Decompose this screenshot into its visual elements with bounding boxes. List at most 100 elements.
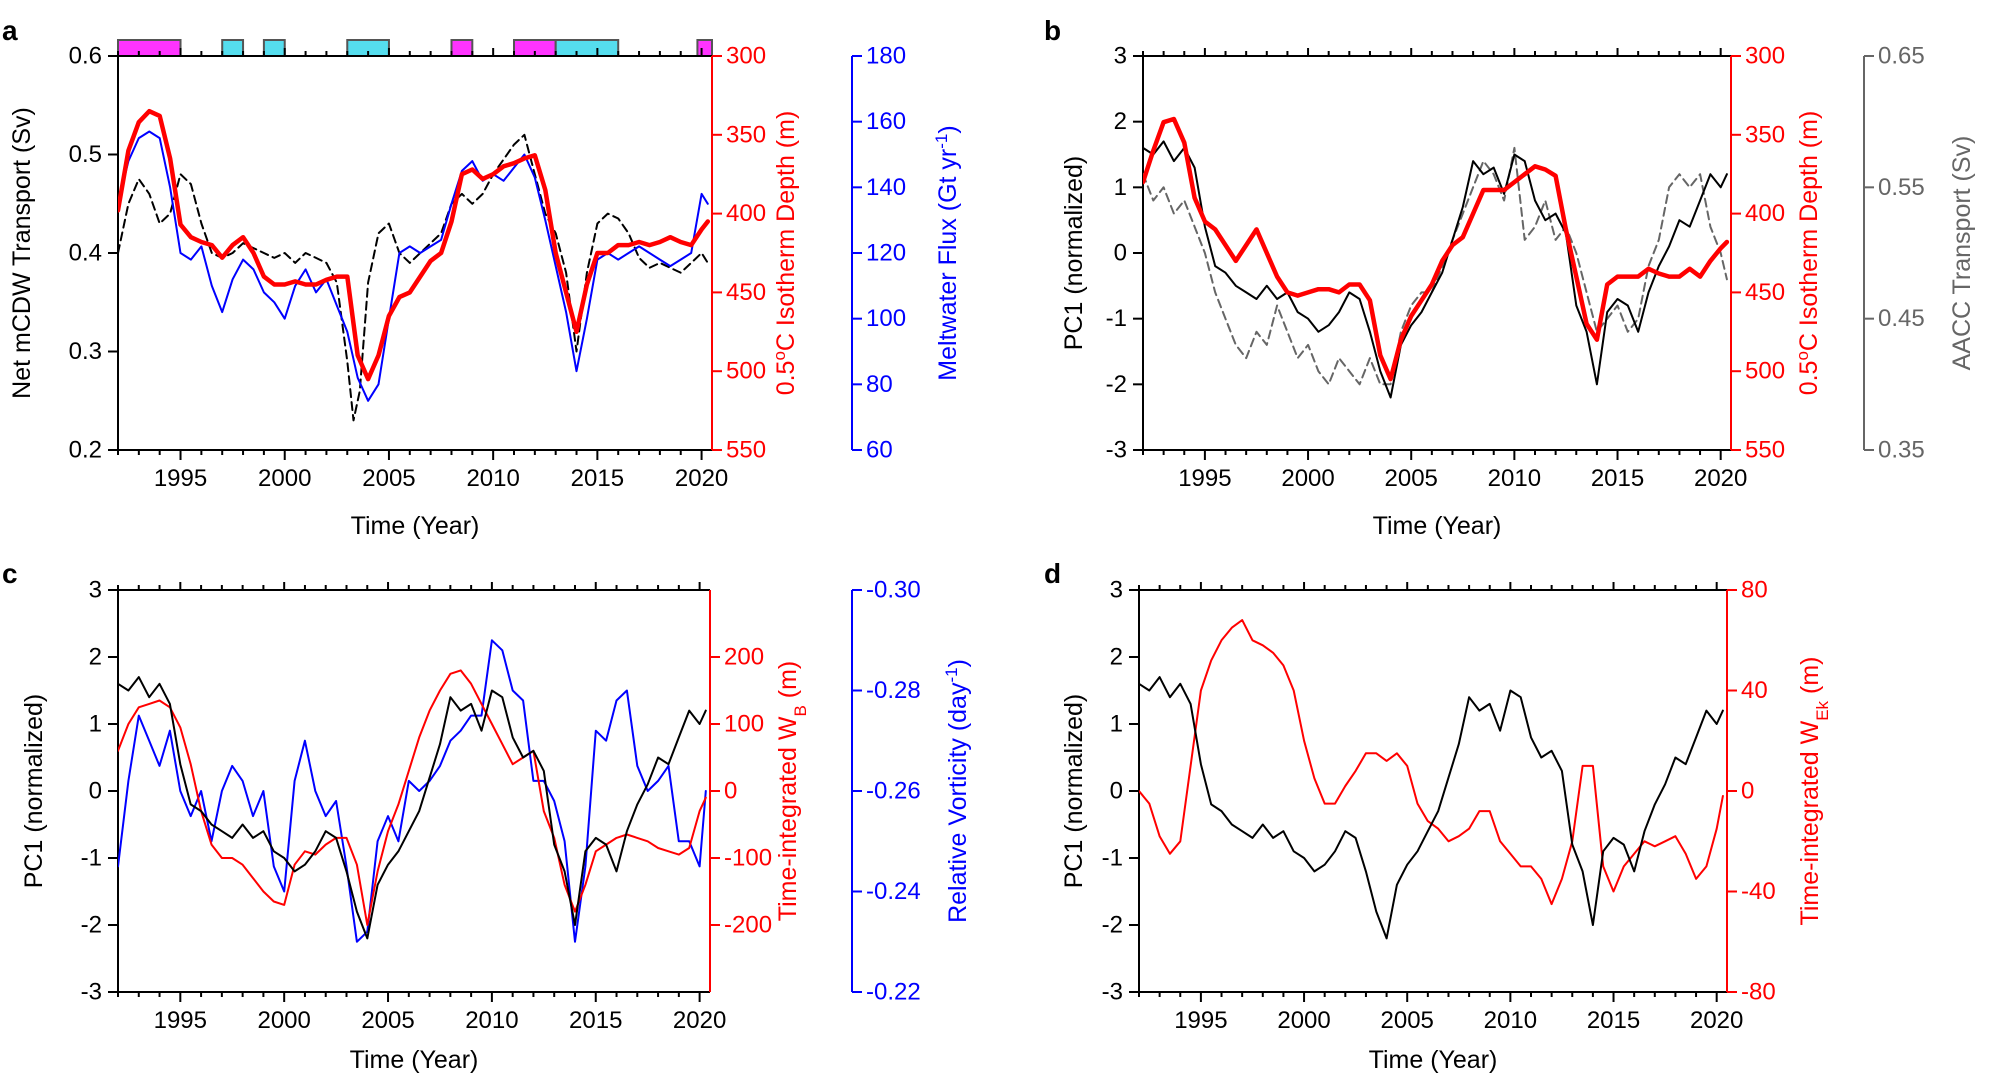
right-axis-tick-label: 350 [726,121,766,148]
x-axis-label: Time (Year) [1373,512,1502,540]
left-axis-tick-label: 0.2 [69,437,102,464]
right-axis-tick-label: 550 [1745,437,1785,464]
x-tick-label: 2020 [673,1007,726,1034]
series-net-mcdw-transport [118,133,709,422]
left-axis-tick-label: 0 [1114,240,1127,267]
second-right-axis-tick-label: 140 [866,174,906,201]
second-right-axis-tick-label: -0.30 [866,577,921,604]
second-right-axis-tick-label: 180 [866,43,906,70]
second-right-axis-tick-label: 0.45 [1878,305,1925,332]
left-axis-tick-label: 3 [1114,43,1127,70]
series-time-integrated-w-ek [1139,619,1724,906]
second-right-axis-label: AACC Transport (Sv) [1948,136,1976,371]
left-axis-tick-label: 1 [1110,711,1123,738]
second-right-axis-label: Meltwater Flux (Gt yr-1) [932,125,963,380]
right-axis-tick-label: 40 [1741,677,1768,704]
event-bar-magenta [450,39,474,57]
event-bar-magenta [696,39,713,57]
event-bar-cyan [221,39,245,57]
x-axis-label: Time (Year) [1369,1046,1498,1074]
series-0-5-c-isotherm-depth [118,108,711,382]
x-tick-label: 2000 [1281,465,1334,492]
x-tick-label: 1995 [1178,465,1231,492]
right-axis-tick-label: 300 [726,43,766,70]
right-axis-tick-label: -200 [724,912,772,939]
left-axis-tick-label: -2 [1106,371,1127,398]
x-tick-label: 2015 [569,1007,622,1034]
right-axis-label: Time-integrated WEk (m) [1796,657,1832,926]
second-right-axis-tick-label: 0.55 [1878,174,1925,201]
panel-letter-a: a [2,15,18,46]
left-axis-tick-label: 1 [89,711,102,738]
right-axis-tick-label: 350 [1745,121,1785,148]
x-tick-label: 2015 [1587,1007,1640,1034]
right-axis-tick-label: 450 [726,279,766,306]
left-axis-tick-label: 0.4 [69,240,102,267]
left-axis-label: PC1 (normalized) [1060,694,1088,889]
panel-letter-c: c [2,558,18,589]
right-axis-tick-label: 200 [724,644,764,671]
second-right-axis-tick-label: -0.24 [866,878,921,905]
series-pc1 [1143,140,1728,399]
x-tick-label: 1995 [1174,1007,1227,1034]
x-tick-label: 2010 [466,465,519,492]
left-axis-tick-label: 0.6 [69,43,102,70]
right-axis-tick-label: 0 [724,778,737,805]
left-axis-label: Net mCDW Transport (Sv) [8,107,36,399]
left-axis-tick-label: 0.5 [69,141,102,168]
x-tick-label: 2020 [1694,465,1747,492]
right-axis-tick-label: 450 [1745,279,1785,306]
panel-a: a 1995 2000 2005 2010 2015 2020 Time (Year) 0.2 0… [2,15,962,540]
event-bar-magenta [117,39,182,57]
right-axis-label: Time-integrated WB (m) [774,661,810,921]
panel-letter-b: b [1044,15,1061,46]
second-right-axis-tick-label: 0.35 [1878,437,1925,464]
x-tick-label: 2010 [1488,465,1541,492]
second-right-axis-tick-label: -0.28 [866,677,921,704]
right-axis-tick-label: 0 [1741,778,1754,805]
second-right-axis-tick-label: -0.22 [866,979,921,1006]
second-right-axis-tick-label: 160 [866,108,906,135]
left-axis-tick-label: 0.3 [69,338,102,365]
x-tick-label: 1995 [154,1007,207,1034]
x-tick-label: 2005 [1385,465,1438,492]
right-axis-tick-label: 400 [1745,200,1785,227]
left-axis-tick-label: -3 [1102,979,1123,1006]
left-axis-tick-label: -2 [81,912,102,939]
right-axis-tick-label: 100 [724,711,764,738]
left-axis-tick-label: 3 [1110,577,1123,604]
right-axis-label: 0.5oC Isotherm Depth (m) [1793,111,1824,396]
x-tick-label: 2010 [1484,1007,1537,1034]
series-0-5-c-isotherm-depth [1143,116,1730,382]
left-axis-tick-label: 0 [89,778,102,805]
second-right-axis-tick-label: 120 [866,240,906,267]
event-bar-cyan [262,39,286,57]
left-axis-label: PC1 (normalized) [20,694,48,889]
left-axis-tick-label: -3 [81,979,102,1006]
panel-letter-d: d [1044,558,1061,589]
left-axis-tick-label: 2 [1110,644,1123,671]
right-axis-label: 0.5oC Isotherm Depth (m) [770,111,801,396]
x-tick-label: 2020 [1690,1007,1743,1034]
left-axis-tick-label: 3 [89,577,102,604]
left-axis-label: PC1 (normalized) [1060,156,1088,351]
x-tick-label: 2005 [1381,1007,1434,1034]
left-axis-tick-label: 0 [1110,778,1123,805]
second-right-axis-tick-label: 80 [866,371,893,398]
left-axis-tick-label: -1 [1106,305,1127,332]
left-axis-tick-label: -3 [1106,437,1127,464]
x-tick-label: 2000 [1277,1007,1330,1034]
x-tick-label: 2020 [675,465,728,492]
left-axis-tick-label: -1 [81,845,102,872]
right-axis-tick-label: 500 [726,358,766,385]
event-bar-cyan [554,39,620,57]
right-axis-tick-label: 550 [726,437,766,464]
right-axis-tick-label: 300 [1745,43,1785,70]
left-axis-tick-label: 1 [1114,174,1127,201]
left-axis-tick-label: 2 [1114,108,1127,135]
x-axis-label: Time (Year) [351,512,480,540]
second-right-axis-tick-label: 0.65 [1878,43,1925,70]
right-axis-tick-label: -80 [1741,979,1776,1006]
